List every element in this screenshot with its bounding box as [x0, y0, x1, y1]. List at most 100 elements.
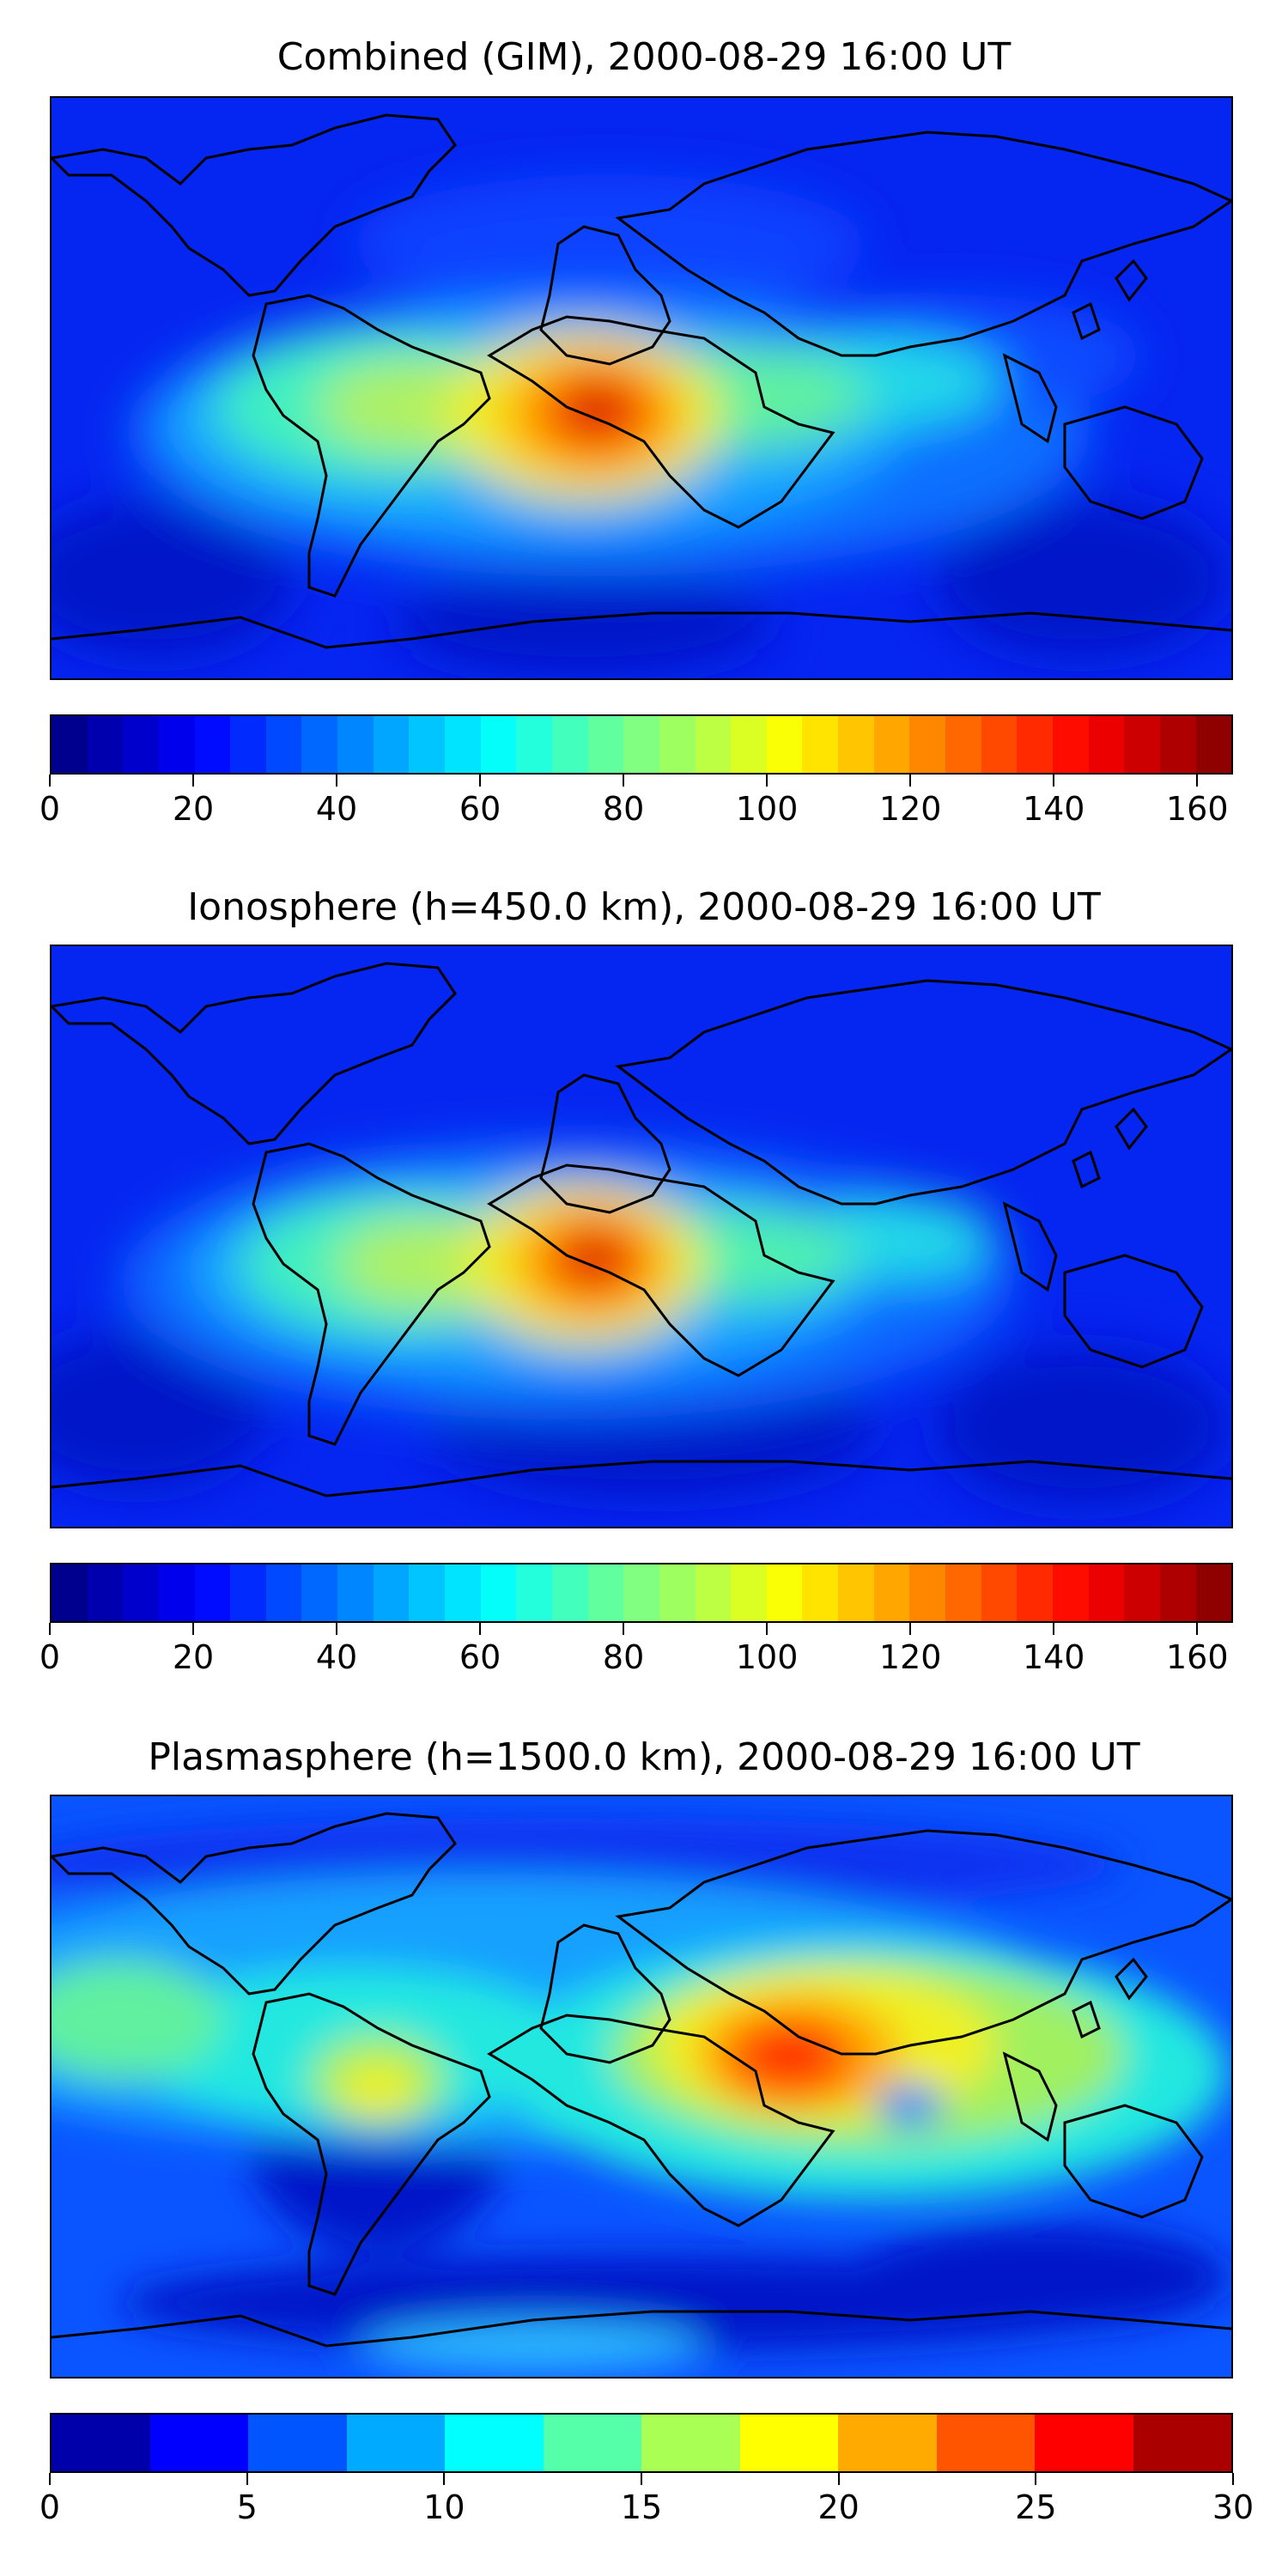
colorbar-tick	[246, 2473, 248, 2485]
colorbar-segment	[936, 2415, 1035, 2471]
colorbar-segment	[802, 716, 839, 773]
colorbar-tick	[766, 775, 769, 787]
colorbar-segment	[516, 716, 552, 773]
colorbar-segment	[623, 716, 659, 773]
colorbar-segment	[265, 716, 302, 773]
colorbar-segment	[337, 716, 374, 773]
colorbar-tick	[443, 2473, 446, 2485]
colorbar-segment	[945, 716, 981, 773]
panel-2-map-svg	[52, 946, 1231, 1527]
colorbar-tick-label: 80	[602, 1638, 645, 1676]
colorbar-tick	[623, 1623, 625, 1635]
panel-3-colorbar-ticks: 0 5 10 15 20 25 30	[39, 2473, 1254, 2533]
colorbar-segment	[1195, 716, 1232, 773]
colorbar-segment	[981, 716, 1018, 773]
panel-2-colorbar-ticks: 0 20 40 60 80 100 120 140 160	[39, 1623, 1233, 1683]
colorbar-segment	[158, 716, 195, 773]
colorbar-segment	[695, 1564, 732, 1621]
colorbar-segment	[52, 1564, 88, 1621]
colorbar-tick-label: 20	[817, 2488, 860, 2526]
colorbar-tick-label: 0	[39, 2488, 61, 2526]
colorbar-segment	[587, 716, 624, 773]
colorbar-segment	[838, 716, 874, 773]
panel-1-colorbar-ticks: 0 20 40 60 80 100 120 140 160	[39, 775, 1233, 835]
panel-1-map	[50, 96, 1233, 680]
colorbar-segment	[873, 716, 910, 773]
colorbar-segment	[543, 2415, 641, 2471]
colorbar-tick-label: 5	[236, 2488, 258, 2526]
colorbar-tick-label: 30	[1212, 2488, 1255, 2526]
colorbar-tick	[192, 775, 195, 787]
colorbar-tick-label: 0	[39, 1638, 61, 1676]
panel-1-map-svg	[52, 98, 1231, 678]
colorbar-segment	[123, 1564, 159, 1621]
colorbar-tick	[336, 775, 338, 787]
colorbar-segment	[87, 716, 124, 773]
colorbar-tick-label: 20	[172, 790, 215, 828]
colorbar-segment	[1017, 1564, 1053, 1621]
colorbar-segment	[373, 1564, 410, 1621]
colorbar-tick	[623, 775, 625, 787]
colorbar-segment	[194, 716, 231, 773]
colorbar-tick	[479, 1623, 482, 1635]
colorbar-segment	[1088, 716, 1125, 773]
colorbar-segment	[194, 1564, 231, 1621]
colorbar-segment	[1195, 1564, 1232, 1621]
colorbar-segment	[480, 716, 517, 773]
colorbar-segment	[909, 1564, 946, 1621]
colorbar-segment	[623, 1564, 659, 1621]
colorbar-segment	[981, 1564, 1018, 1621]
colorbar-tick	[837, 2473, 840, 2485]
colorbar-tick	[909, 775, 912, 787]
panel-3-map-svg	[52, 1796, 1231, 2377]
colorbar-segment	[695, 716, 732, 773]
panel-1-colorbar	[50, 714, 1233, 775]
colorbar-tick	[336, 1623, 338, 1635]
colorbar-tick-label: 100	[735, 1638, 799, 1676]
colorbar-segment	[838, 2415, 937, 2471]
colorbar-tick	[909, 1623, 912, 1635]
colorbar-tick-label: 120	[878, 1638, 942, 1676]
colorbar-tick	[49, 775, 51, 787]
colorbar-segment	[480, 1564, 517, 1621]
colorbar-segment	[248, 2415, 347, 2471]
colorbar-segment	[445, 2415, 544, 2471]
colorbar-segment	[659, 1564, 696, 1621]
colorbar-segment	[52, 2415, 150, 2471]
colorbar-segment	[1035, 2415, 1133, 2471]
colorbar-segment	[337, 1564, 374, 1621]
panel-3-map	[50, 1795, 1233, 2379]
colorbar-segment	[641, 2415, 740, 2471]
colorbar-segment	[838, 1564, 874, 1621]
panel-2-map	[50, 945, 1233, 1528]
colorbar-segment	[945, 1564, 981, 1621]
colorbar-segment	[149, 2415, 248, 2471]
colorbar-tick	[1196, 1623, 1199, 1635]
colorbar-segment	[1159, 1564, 1196, 1621]
colorbar-tick	[641, 2473, 642, 2485]
colorbar-tick-label: 80	[602, 790, 645, 828]
colorbar-segment	[123, 716, 159, 773]
colorbar-tick-label: 40	[315, 1638, 358, 1676]
colorbar-segment	[409, 1564, 446, 1621]
colorbar-tick-label: 0	[39, 790, 61, 828]
colorbar-segment	[659, 716, 696, 773]
colorbar-segment	[731, 716, 767, 773]
panel-3-colorbar	[50, 2413, 1233, 2473]
colorbar-segment	[445, 1564, 481, 1621]
colorbar-tick	[49, 2473, 51, 2485]
panel-1-title: Combined (GIM), 2000-08-29 16:00 UT	[276, 35, 1012, 79]
colorbar-segment	[1124, 716, 1160, 773]
panel-1-coastlines	[52, 113, 1231, 649]
colorbar-segment	[551, 1564, 588, 1621]
colorbar-tick-label: 160	[1165, 790, 1229, 828]
colorbar-tick-label: 60	[459, 1638, 501, 1676]
colorbar-tick-label: 60	[459, 790, 501, 828]
colorbar-segment	[158, 1564, 195, 1621]
colorbar-segment	[1159, 716, 1196, 773]
colorbar-segment	[1052, 716, 1089, 773]
colorbar-segment	[301, 1564, 338, 1621]
colorbar-segment	[766, 716, 803, 773]
colorbar-segment	[1124, 1564, 1160, 1621]
colorbar-segment	[802, 1564, 839, 1621]
